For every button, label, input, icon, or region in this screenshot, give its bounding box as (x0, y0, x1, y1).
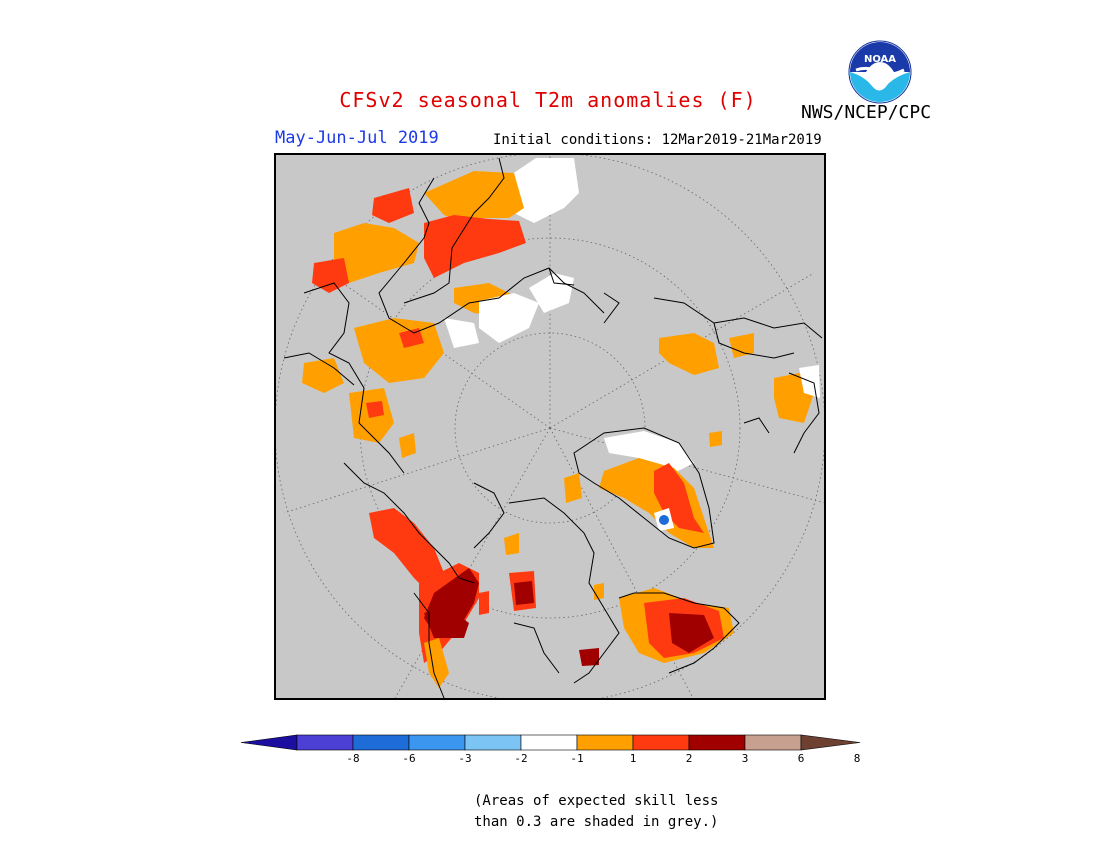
skill-note-line-2: than 0.3 are shaded in grey.) (474, 814, 719, 830)
colorbar-segment (688, 734, 746, 751)
colorbar-segment (464, 734, 522, 751)
chart-title: CFSv2 seasonal T2m anomalies (F) (0, 88, 1100, 112)
anomaly-region-6f (312, 258, 349, 293)
colorbar-tick-label: -2 (514, 752, 527, 765)
agency-label: NWS/NCEP/CPC (801, 102, 932, 123)
colorbar-tick-label: 2 (686, 752, 693, 765)
colorbar-tick-label: -1 (570, 752, 583, 765)
colorbar: -8 -6 -3 -2 -1 1 2 3 6 8 (240, 734, 861, 765)
skill-note: (Areas of expected skill less than 0.3 a… (474, 791, 718, 833)
anomaly-region-27f (564, 473, 582, 503)
colorbar-tick-label: -6 (402, 752, 415, 765)
colorbar-tick-label: 8 (854, 752, 861, 765)
anomaly-region-17f (659, 333, 719, 375)
colorbar-tick-label: -8 (346, 752, 359, 765)
polar-map (274, 153, 826, 700)
anomaly-region-3f (424, 215, 526, 278)
anomaly-region-31f (424, 608, 469, 638)
coastlines (283, 157, 823, 699)
colorbar-segment (632, 734, 690, 751)
initial-conditions-label: Initial conditions: 12Mar2019-21Mar2019 (493, 132, 822, 148)
anomaly-region-16f (399, 433, 416, 458)
anomaly-region-35f (504, 533, 519, 555)
colorbar-tick-label: -3 (458, 752, 471, 765)
noaa-logo-icon: NOAA (848, 40, 912, 104)
anomaly-region-28f (369, 508, 444, 593)
anomaly-region-11f (354, 318, 444, 383)
anomaly-region-13f (302, 358, 344, 393)
anomaly-region-8f (479, 293, 539, 343)
colorbar-segment (408, 734, 466, 751)
colorbar-tick-label: 6 (798, 752, 805, 765)
colorbar-segment (576, 734, 634, 751)
anomaly-region-5f (334, 223, 419, 283)
anomaly-region-4f (372, 188, 414, 223)
anomaly-region-12f (399, 328, 424, 348)
anomaly-region-34f (514, 581, 534, 605)
anomaly-region-41f (594, 583, 604, 600)
colorbar-segment (520, 734, 578, 751)
anomaly-region-22f (604, 431, 694, 473)
season-label: May-Jun-Jul 2019 (275, 128, 439, 148)
map-frame (274, 153, 826, 700)
anomaly-region-18f (729, 333, 754, 358)
anomaly-region-21f (709, 431, 722, 447)
anomaly-region-15f (366, 401, 384, 418)
anomaly-region-9f (529, 273, 574, 313)
colorbar-segment (352, 734, 410, 751)
chart-title-text: CFSv2 seasonal T2m anomalies (F) (339, 88, 757, 112)
anomaly-region-40f (579, 648, 599, 666)
anomaly-region-36f (479, 591, 489, 615)
colorbar-arrow-low (240, 734, 298, 751)
anomaly-region-39f (669, 613, 714, 653)
colorbar-segment (296, 734, 354, 751)
colorbar-arrow-high (800, 734, 861, 751)
colorbar-segment (744, 734, 802, 751)
skill-note-line-1: (Areas of expected skill less (474, 793, 719, 809)
anomaly-region-10f (444, 318, 479, 348)
colorbar-tick-label: 3 (742, 752, 749, 765)
colorbar-tick-label: 1 (630, 752, 637, 765)
anomaly-region-26f (659, 515, 669, 525)
noaa-logo-text: NOAA (864, 54, 896, 65)
